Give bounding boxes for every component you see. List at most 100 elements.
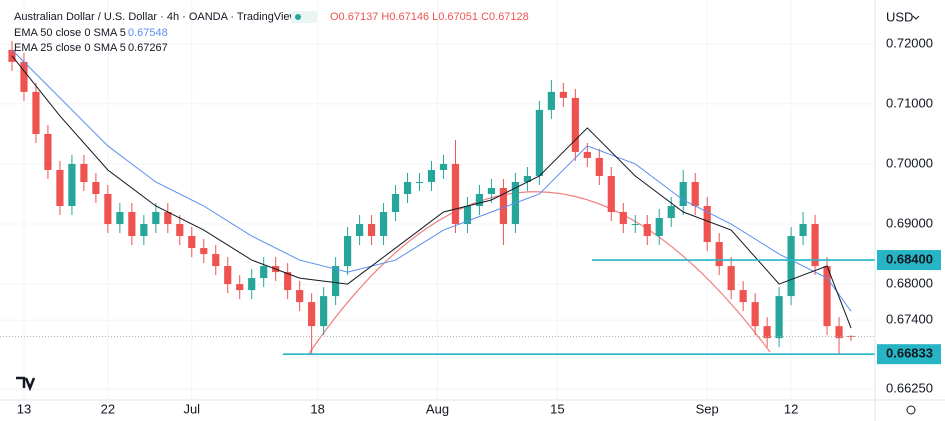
candle-body: [164, 212, 172, 225]
candle-body: [631, 224, 639, 226]
candle-body: [655, 218, 663, 237]
candle-body: [236, 284, 244, 291]
candle-body: [523, 175, 531, 182]
y-tick-label: 0.71000: [886, 95, 933, 110]
candle-body: [739, 290, 747, 303]
candle-body: [667, 206, 675, 219]
candle-body: [595, 157, 603, 176]
candle-body: [379, 212, 388, 237]
candle-body: [20, 61, 28, 92]
candle-body: [559, 91, 567, 98]
plot: [0, 40, 875, 355]
candle-body: [727, 266, 735, 291]
candle-body: [224, 266, 232, 285]
level-label-box: [877, 344, 941, 365]
x-tick-label: 12: [784, 401, 798, 416]
status-dot: [295, 14, 301, 20]
candle-body: [248, 278, 256, 291]
candle-body: [320, 296, 328, 327]
candle-body: [499, 187, 508, 225]
level-label: 0.66833: [886, 346, 933, 361]
candle-body: [391, 193, 400, 213]
level-label-box: [877, 250, 941, 271]
indicator-name: EMA 50 close 0 SMA 5: [14, 27, 126, 39]
level-label: 0.68400: [886, 251, 933, 266]
candle-body: [475, 193, 484, 207]
candle-body: [451, 163, 460, 225]
candle-body: [116, 212, 124, 225]
y-tick-label: 0.69000: [886, 215, 933, 230]
candle-body: [152, 212, 160, 225]
candle-body: [643, 224, 651, 237]
candle-body: [691, 181, 699, 207]
candle-body: [176, 224, 184, 237]
y-tick-label: 0.72000: [886, 35, 933, 50]
candle-body: [32, 91, 40, 134]
candle-body: [811, 224, 819, 267]
status-badge: [291, 11, 317, 23]
candle-body: [703, 206, 711, 243]
candle-body: [679, 181, 687, 207]
candle-body: [415, 181, 424, 183]
candle-body: [535, 109, 543, 176]
candle-body: [775, 296, 783, 339]
dropdown-caret: [912, 15, 920, 20]
candle-body: [487, 187, 496, 194]
x-tick-label: Sep: [696, 401, 719, 416]
candle-body: [355, 224, 364, 237]
candle-body: [403, 181, 412, 194]
candle-body: [583, 151, 591, 158]
candle-body: [439, 163, 448, 170]
x-tick-label: 18: [310, 401, 324, 416]
candle-body: [284, 272, 292, 291]
candle-body: [607, 175, 615, 213]
candle-body: [68, 163, 76, 207]
y-tick-label: 0.66250: [886, 381, 933, 396]
ohlc-values: O0.67137 H0.67146 L0.67051 C0.67128: [330, 11, 529, 23]
candle-body: [823, 266, 831, 327]
axes: 0.72000 0.71000 0.70000 0.69000 0.68000 0.674…: [17, 35, 941, 416]
y-tick-label: 0.68000: [886, 276, 933, 291]
candle-body: [344, 236, 352, 267]
candle-body: [104, 193, 112, 225]
candle-body: [332, 266, 340, 297]
x-tick-label: 22: [101, 401, 115, 416]
candle-body: [619, 212, 627, 225]
candle-body: [56, 169, 64, 207]
indicator-value: 0.67267: [128, 42, 168, 54]
candle-body: [463, 206, 472, 225]
x-tick-label: Jul: [183, 401, 200, 416]
candle-body: [296, 290, 304, 303]
candle-body: [188, 236, 196, 249]
candle-body: [44, 133, 52, 170]
candle-body: [427, 169, 436, 182]
x-tick-label: 15: [550, 401, 564, 416]
candle-body: [260, 266, 268, 279]
settings-icon[interactable]: [906, 405, 916, 415]
candle-body: [140, 224, 148, 237]
candle-body: [128, 212, 136, 237]
candle-body: [799, 224, 807, 237]
candle-body: [80, 163, 88, 182]
candle-body: [763, 326, 771, 339]
candle-body: [715, 242, 723, 267]
x-tick-label: Aug: [426, 401, 449, 416]
currency-label[interactable]: USD: [886, 9, 913, 24]
y-tick-label: 0.67400: [886, 312, 933, 327]
ema-line: [11, 55, 852, 329]
candle-body: [547, 91, 555, 110]
candle-body: [200, 248, 208, 255]
candle-body: [212, 254, 220, 267]
ema-line: [11, 49, 852, 312]
candle-body: [787, 236, 795, 297]
candle-body: [847, 335, 855, 337]
tv-logo: [16, 376, 36, 392]
x-tick-label: 13: [17, 401, 31, 416]
indicator-value: 0.67548: [128, 27, 168, 39]
candle-body: [835, 326, 843, 339]
candle-body: [367, 224, 376, 237]
arc-drawing: [307, 191, 771, 356]
candle-body: [92, 181, 100, 194]
indicator-name: EMA 25 close 0 SMA 5: [14, 42, 126, 54]
